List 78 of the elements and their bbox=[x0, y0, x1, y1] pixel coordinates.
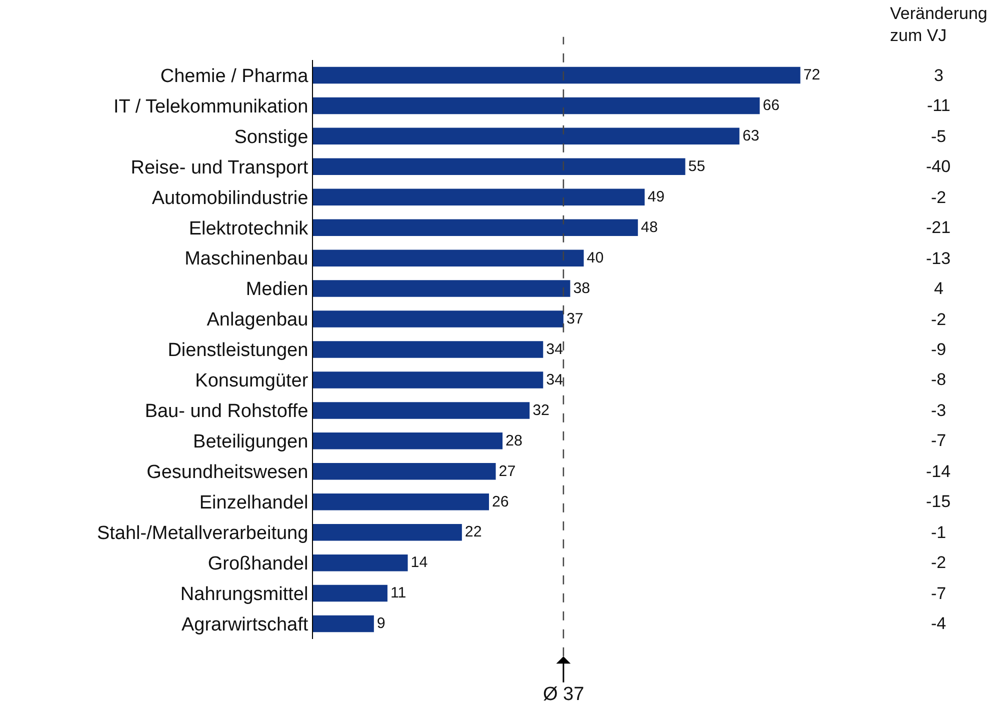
text: -7 bbox=[931, 431, 946, 450]
text: 3 bbox=[934, 66, 944, 85]
data-label: 72 bbox=[803, 66, 820, 84]
data-label: 66 bbox=[762, 97, 780, 114]
data-label: 48 bbox=[640, 218, 658, 236]
bar bbox=[313, 493, 489, 510]
data-label: 32 bbox=[532, 402, 550, 419]
data-label: 40 bbox=[586, 249, 604, 266]
text: -9 bbox=[931, 340, 946, 359]
data-label: 38 bbox=[573, 280, 590, 297]
y-tick-label: Großhandel bbox=[208, 553, 308, 574]
data-label: 37 bbox=[566, 310, 584, 328]
data-label: 27 bbox=[498, 462, 516, 480]
bar bbox=[313, 66, 800, 84]
bar bbox=[313, 341, 544, 358]
text: 4 bbox=[934, 279, 944, 298]
data-label: 26 bbox=[492, 493, 509, 510]
data-label: 22 bbox=[464, 524, 482, 541]
y-tick-label: Nahrungsmittel bbox=[180, 584, 308, 605]
y-tick-label: Gesundheitswesen bbox=[146, 462, 308, 484]
bar bbox=[313, 372, 544, 388]
text: -15 bbox=[926, 492, 951, 511]
text: -2 bbox=[931, 310, 946, 329]
y-tick-label: Agrarwirtschaft bbox=[181, 614, 309, 636]
y-tick-label: Stahl-/Metallverarbeitung bbox=[96, 522, 308, 544]
bar bbox=[313, 554, 408, 572]
data-label: 63 bbox=[742, 128, 760, 145]
y-tick-label: Beteiligungen bbox=[193, 432, 308, 453]
y-tick-label: Bau- und Rohstoffe bbox=[144, 401, 308, 422]
data-label: 14 bbox=[410, 554, 428, 572]
bar bbox=[313, 310, 564, 328]
data-label: 49 bbox=[648, 188, 665, 206]
bar bbox=[313, 280, 570, 297]
text: -4 bbox=[931, 614, 946, 633]
y-tick-label: Einzelhandel bbox=[199, 492, 308, 514]
y-tick-label: Maschinenbau bbox=[184, 248, 308, 270]
text: -2 bbox=[931, 553, 946, 572]
ref-line-label: Ø 37 bbox=[543, 684, 584, 701]
text: -7 bbox=[931, 584, 946, 603]
data-label: 34 bbox=[546, 340, 564, 358]
text: -11 bbox=[927, 96, 950, 115]
bar bbox=[313, 250, 584, 266]
y-tick-label: IT / Telekommunikation bbox=[114, 96, 308, 118]
bar bbox=[313, 188, 645, 206]
bar bbox=[313, 128, 740, 145]
y-tick-label: Anlagenbau bbox=[206, 310, 308, 331]
y-tick-label: Dienstleistungen bbox=[168, 340, 308, 362]
y-tick-label: Konsumgüter bbox=[195, 370, 309, 392]
data-label: 11 bbox=[390, 584, 406, 602]
text: -5 bbox=[931, 127, 946, 146]
data-label: 55 bbox=[688, 158, 706, 176]
bar bbox=[313, 97, 760, 114]
bar bbox=[313, 158, 686, 176]
text: -13 bbox=[926, 249, 951, 268]
y-tick-label: Elektrotechnik bbox=[188, 218, 309, 240]
data-label: 9 bbox=[376, 615, 386, 632]
bar bbox=[313, 402, 530, 419]
data-label: 34 bbox=[546, 371, 564, 388]
bar bbox=[313, 432, 503, 450]
text: -21 bbox=[926, 218, 951, 237]
y-tick-label: Chemie / Pharma bbox=[160, 66, 309, 87]
bar bbox=[313, 615, 374, 632]
data-label: 28 bbox=[506, 432, 522, 450]
text: -3 bbox=[931, 401, 946, 420]
y-tick-label: Reise- und Transport bbox=[130, 157, 309, 178]
text: -8 bbox=[931, 370, 946, 389]
bar bbox=[313, 584, 388, 602]
text: -40 bbox=[926, 157, 951, 176]
bar bbox=[313, 524, 462, 541]
text: -1 bbox=[931, 523, 946, 542]
bar bbox=[313, 463, 496, 480]
text: Veränderung zum VJ bbox=[890, 4, 988, 46]
text: -14 bbox=[926, 462, 951, 481]
y-tick-label: Automobilindustrie bbox=[152, 188, 308, 209]
bar bbox=[313, 219, 638, 236]
text: -2 bbox=[931, 188, 946, 207]
y-tick-label: Sonstige bbox=[234, 126, 308, 148]
y-tick-label: Medien bbox=[246, 279, 308, 300]
